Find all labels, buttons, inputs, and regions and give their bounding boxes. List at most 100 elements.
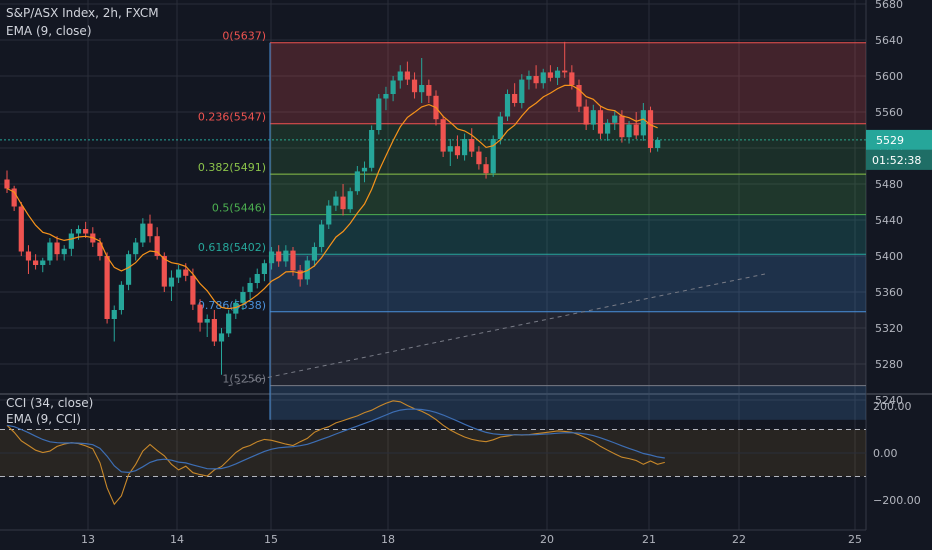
trendline[interactable] <box>228 273 766 387</box>
candle[interactable] <box>104 252 110 324</box>
candle[interactable] <box>340 184 346 216</box>
candle[interactable] <box>426 79 432 103</box>
candle[interactable] <box>61 245 67 261</box>
candle[interactable] <box>547 65 553 82</box>
candle[interactable] <box>411 72 418 99</box>
candle[interactable] <box>440 115 446 157</box>
candle[interactable] <box>111 305 117 342</box>
candle-body <box>25 251 32 261</box>
cci-ema-indicator-label[interactable]: EMA (9, CCI) <box>6 412 81 426</box>
candle[interactable] <box>176 265 182 283</box>
candle[interactable] <box>347 187 353 213</box>
candle[interactable] <box>504 89 511 122</box>
candle[interactable] <box>633 112 639 139</box>
candle[interactable] <box>140 218 146 247</box>
candle[interactable] <box>354 166 360 195</box>
candle[interactable] <box>247 277 253 300</box>
candle[interactable] <box>583 99 589 130</box>
candle[interactable] <box>640 103 646 141</box>
candle[interactable] <box>326 200 332 229</box>
candle[interactable] <box>655 137 661 152</box>
candle[interactable] <box>240 286 246 310</box>
candle[interactable] <box>576 79 582 112</box>
candle[interactable] <box>218 328 225 375</box>
candle[interactable] <box>297 265 303 287</box>
candle-body <box>462 139 468 156</box>
candle[interactable] <box>11 185 17 211</box>
candle[interactable] <box>526 70 532 90</box>
candle[interactable] <box>447 139 453 166</box>
candle-body <box>347 191 353 210</box>
candle[interactable] <box>254 268 260 289</box>
candle-body <box>133 242 139 255</box>
candle[interactable] <box>390 76 396 102</box>
candle[interactable] <box>118 281 124 315</box>
candle[interactable] <box>233 299 239 319</box>
candle[interactable] <box>268 247 275 270</box>
candle[interactable] <box>476 146 482 170</box>
candle[interactable] <box>626 121 632 144</box>
candle[interactable] <box>197 299 203 332</box>
candle[interactable] <box>25 245 32 274</box>
candle[interactable] <box>168 270 175 301</box>
candle[interactable] <box>454 135 461 159</box>
candle[interactable] <box>226 310 232 337</box>
candle[interactable] <box>125 250 132 291</box>
candle[interactable] <box>462 133 468 161</box>
candle[interactable] <box>533 65 539 89</box>
candle[interactable] <box>512 83 518 107</box>
candle[interactable] <box>519 74 525 109</box>
ema-indicator-label[interactable]: EMA (9, close) <box>6 24 92 38</box>
candle[interactable] <box>469 128 475 157</box>
candle-body <box>369 130 375 168</box>
fibonacci-retracement[interactable]: 0(5637) 0.236(5547) 0.382(5491) 0.5(5446) 0.… <box>198 30 866 420</box>
candle-body <box>83 229 89 234</box>
candle[interactable] <box>211 310 217 346</box>
candle[interactable] <box>605 119 611 141</box>
candle[interactable] <box>154 227 160 260</box>
fib-level-label: 0.618(5402) <box>198 241 266 254</box>
candle[interactable] <box>54 236 60 261</box>
candle[interactable] <box>404 61 410 85</box>
candle[interactable] <box>397 65 403 89</box>
candle[interactable] <box>333 191 339 211</box>
time-tick-label: 22 <box>732 533 746 546</box>
candle[interactable] <box>276 245 282 267</box>
candle[interactable] <box>540 68 546 89</box>
candle[interactable] <box>33 254 39 270</box>
candle[interactable] <box>554 67 561 85</box>
candle-body <box>240 292 246 303</box>
candle[interactable] <box>147 214 153 243</box>
candle[interactable] <box>18 202 24 256</box>
candle[interactable] <box>40 257 46 273</box>
candle[interactable] <box>490 135 496 177</box>
cci-indicator-label[interactable]: CCI (34, close) <box>6 396 93 410</box>
candle[interactable] <box>47 238 53 265</box>
candle[interactable] <box>369 125 375 172</box>
candle[interactable] <box>647 106 654 153</box>
candle[interactable] <box>204 314 210 338</box>
candle[interactable] <box>311 242 318 267</box>
candle[interactable] <box>597 106 604 139</box>
candle[interactable] <box>4 170 10 194</box>
candle[interactable] <box>383 86 389 111</box>
cci-panel[interactable] <box>0 400 866 506</box>
candle[interactable] <box>590 104 596 130</box>
candle[interactable] <box>83 221 89 238</box>
symbol-title[interactable]: S&P/ASX Index, 2h, FXCM <box>6 6 159 20</box>
candle[interactable] <box>376 94 382 135</box>
candle[interactable] <box>68 229 74 256</box>
candle[interactable] <box>361 161 368 183</box>
candle[interactable] <box>283 245 289 267</box>
candle[interactable] <box>133 238 139 261</box>
candle-body <box>97 242 103 256</box>
candle[interactable] <box>483 157 489 179</box>
candle[interactable] <box>562 41 568 78</box>
candle[interactable] <box>319 220 325 253</box>
candle[interactable] <box>190 268 196 310</box>
candle[interactable] <box>419 58 425 103</box>
candle[interactable] <box>612 110 618 130</box>
candle[interactable] <box>261 259 267 282</box>
dashed-trendline[interactable] <box>228 273 766 387</box>
